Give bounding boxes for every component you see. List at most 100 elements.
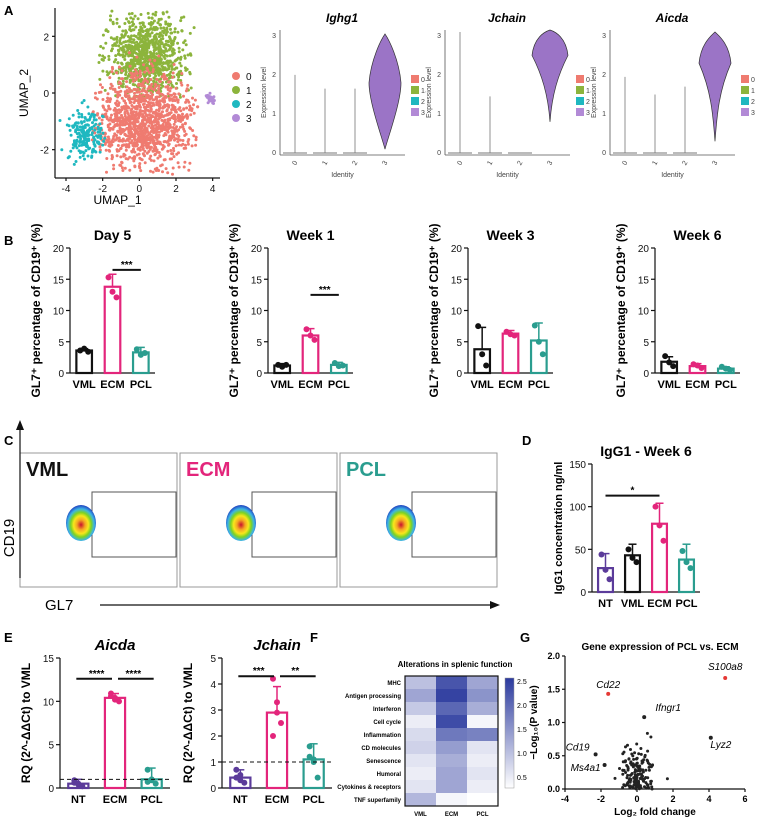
sig-label: ****	[89, 669, 105, 680]
heatmap-row-label: Humoral	[377, 772, 402, 778]
umap-cell-point	[134, 25, 138, 29]
umap-cell-point	[77, 112, 81, 115]
umap-cell-point	[178, 138, 182, 142]
umap-cell-point	[149, 62, 153, 66]
volcano-point	[641, 770, 645, 774]
umap-cell-point	[147, 109, 151, 113]
umap-cell-point	[112, 60, 116, 64]
volcano-y-tick-label: 0.5	[547, 751, 560, 761]
umap-cell-point	[141, 88, 145, 91]
umap-cell-point	[141, 120, 145, 124]
bar-y-tick-label: 0	[580, 588, 586, 599]
volcano-point	[643, 755, 647, 759]
umap-cell-point	[121, 123, 125, 127]
umap-cell-point	[150, 115, 154, 119]
flow-y-arrowhead	[16, 420, 24, 430]
sig-label: ****	[126, 669, 142, 680]
volcano-point	[635, 762, 639, 766]
umap-cell-point	[148, 74, 152, 78]
umap-cell-point	[134, 110, 138, 114]
umap-cell-point	[170, 31, 174, 35]
umap-cell-point	[165, 26, 169, 30]
umap-cell-point	[181, 139, 185, 142]
umap-cell-point	[101, 54, 105, 58]
umap-cell-point	[163, 114, 166, 118]
bar-data-point	[535, 338, 542, 345]
umap-cell-point	[146, 119, 150, 123]
volcano-point	[646, 761, 650, 765]
flow-gate	[91, 491, 177, 558]
umap-cell-point	[130, 34, 133, 38]
umap-cell-point	[182, 15, 186, 19]
umap-cell-point	[142, 105, 146, 109]
bar-y-tick-label: 15	[53, 275, 65, 286]
umap-cell-point	[101, 131, 105, 135]
volcano-point	[646, 749, 650, 753]
volcano-point	[665, 777, 669, 781]
umap-cell-point	[156, 72, 160, 76]
umap-cell-point	[117, 101, 121, 105]
umap-cell-point	[130, 97, 134, 101]
umap-cell-point	[171, 152, 175, 156]
umap-cell-point	[137, 48, 141, 52]
umap-cell-point	[154, 116, 158, 120]
umap-cell-point	[140, 135, 144, 139]
umap-cell-point	[171, 114, 175, 118]
umap-cell-point	[162, 77, 166, 81]
volcano-point	[613, 776, 617, 780]
umap-cell-point	[162, 72, 166, 76]
umap-cell-point	[162, 44, 166, 48]
umap-cell-point	[129, 71, 133, 75]
umap-cell-point	[179, 81, 183, 85]
bar-data-point	[633, 559, 640, 566]
umap-cell-point	[194, 135, 198, 139]
bar-data-point	[270, 733, 276, 739]
umap-cell-point	[92, 118, 96, 122]
umap-cell-point	[192, 111, 196, 115]
umap-cell-point	[71, 146, 75, 150]
umap-cell-point	[165, 30, 169, 34]
umap-cell-point	[143, 75, 147, 78]
umap-cell-point	[118, 126, 122, 130]
umap-cell-point	[114, 114, 118, 118]
violin-x-tick-label: 2	[516, 160, 524, 167]
umap-cell-point	[155, 103, 159, 107]
umap-cell-point	[130, 113, 134, 117]
umap-cell-point	[118, 128, 122, 132]
heatmap-col-label: ECM	[445, 812, 458, 818]
umap-cell-point	[125, 80, 129, 84]
umap-cell-point	[161, 65, 165, 69]
bar-data-point	[511, 332, 518, 339]
heatmap-cell	[467, 780, 498, 793]
umap-cell-point	[173, 138, 176, 142]
umap-cell-point	[158, 49, 162, 53]
umap-cell-point	[172, 108, 176, 112]
umap-cell-point	[171, 71, 175, 75]
umap-cell-point	[117, 136, 121, 140]
umap-cell-point	[161, 12, 165, 16]
umap-cell-point	[104, 148, 108, 152]
umap-cell-point	[133, 14, 137, 18]
umap-cell-point	[161, 146, 165, 150]
umap-cell-point	[171, 47, 175, 51]
volcano-point	[646, 783, 650, 787]
umap-cell-point	[103, 131, 107, 135]
umap-cell-point	[149, 23, 153, 27]
umap-cell-point	[122, 129, 126, 133]
umap-cell-point	[125, 17, 129, 21]
bar-y-label: GL7⁺ percentage of CD19⁺ (%)	[29, 223, 43, 397]
volcano-point	[640, 777, 644, 781]
violin-x-tick-label: 1	[321, 160, 329, 167]
bar-chart-title: Week 3	[487, 227, 535, 243]
umap-cell-point	[129, 37, 133, 41]
bar-data-point	[656, 522, 663, 529]
bar-data-point	[479, 351, 486, 358]
umap-cell-point	[110, 65, 114, 69]
volcano-gene-label: Ifngr1	[655, 703, 681, 714]
umap-legend-swatch	[232, 100, 240, 108]
umap-cell-point	[72, 139, 76, 143]
umap-cell-point	[157, 84, 161, 88]
bar-data-point	[71, 777, 78, 784]
umap-cell-point	[174, 144, 178, 148]
bar-category-label: ECM	[103, 794, 127, 806]
